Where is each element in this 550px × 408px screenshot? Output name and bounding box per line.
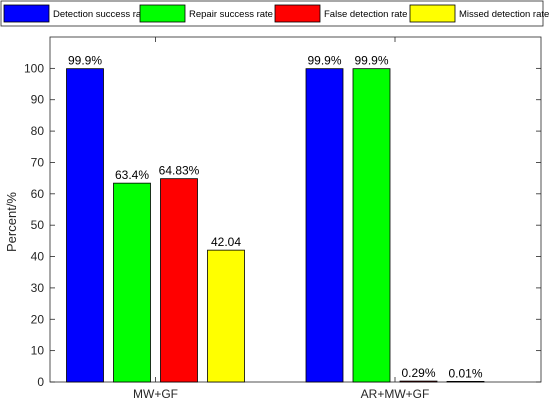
y-tick-label: 90: [31, 93, 45, 107]
legend-swatch: [274, 4, 321, 23]
bar: [399, 380, 438, 383]
legend-label: Detection success rate: [53, 9, 149, 20]
legend: Detection success rate Repair success rat…: [0, 0, 549, 27]
data-label: 99.9%: [307, 54, 341, 68]
y-tick-label: 30: [31, 281, 45, 295]
bar: [207, 249, 245, 383]
bar: [305, 68, 344, 383]
y-tick-label: 20: [31, 312, 45, 326]
data-label: 99.9%: [354, 54, 388, 68]
legend-label: Missed detection rate: [459, 9, 549, 20]
x-tick-label: MW+GF: [133, 387, 178, 401]
y-tick-label: 80: [31, 124, 45, 138]
y-tick-label: 40: [31, 250, 45, 264]
legend-label: Repair success rate: [189, 9, 273, 20]
y-tick-label: 10: [31, 344, 45, 358]
data-label: 0.29%: [401, 366, 435, 380]
data-label: 0.01%: [448, 366, 482, 380]
y-tick-label: 50: [31, 218, 45, 232]
data-label: 42.04: [211, 235, 241, 249]
y-axis-label: Percent/%: [4, 192, 19, 252]
legend-label: False detection rate: [324, 9, 407, 20]
y-tick-label: 0: [37, 375, 44, 389]
data-label: 99.9%: [68, 54, 102, 68]
bar: [160, 178, 198, 383]
data-label: 63.4%: [115, 168, 149, 182]
x-tick-label: AR+MW+GF: [361, 387, 430, 401]
y-tick-label: 60: [31, 187, 45, 201]
bar: [446, 380, 485, 383]
legend-swatch: [409, 4, 456, 23]
legend-swatch: [3, 4, 50, 23]
bar: [352, 68, 391, 383]
bar: [113, 182, 151, 383]
plot-area: 0 10 20 30 40 50 60 70 80 90 100 MW+GF 99.9% 63.4% 64.…: [24, 36, 542, 401]
bar: [66, 68, 104, 383]
y-tick-label: 100: [24, 61, 44, 75]
y-tick-label: 70: [31, 155, 45, 169]
legend-swatch: [139, 4, 186, 23]
data-label: 64.83%: [159, 164, 200, 178]
